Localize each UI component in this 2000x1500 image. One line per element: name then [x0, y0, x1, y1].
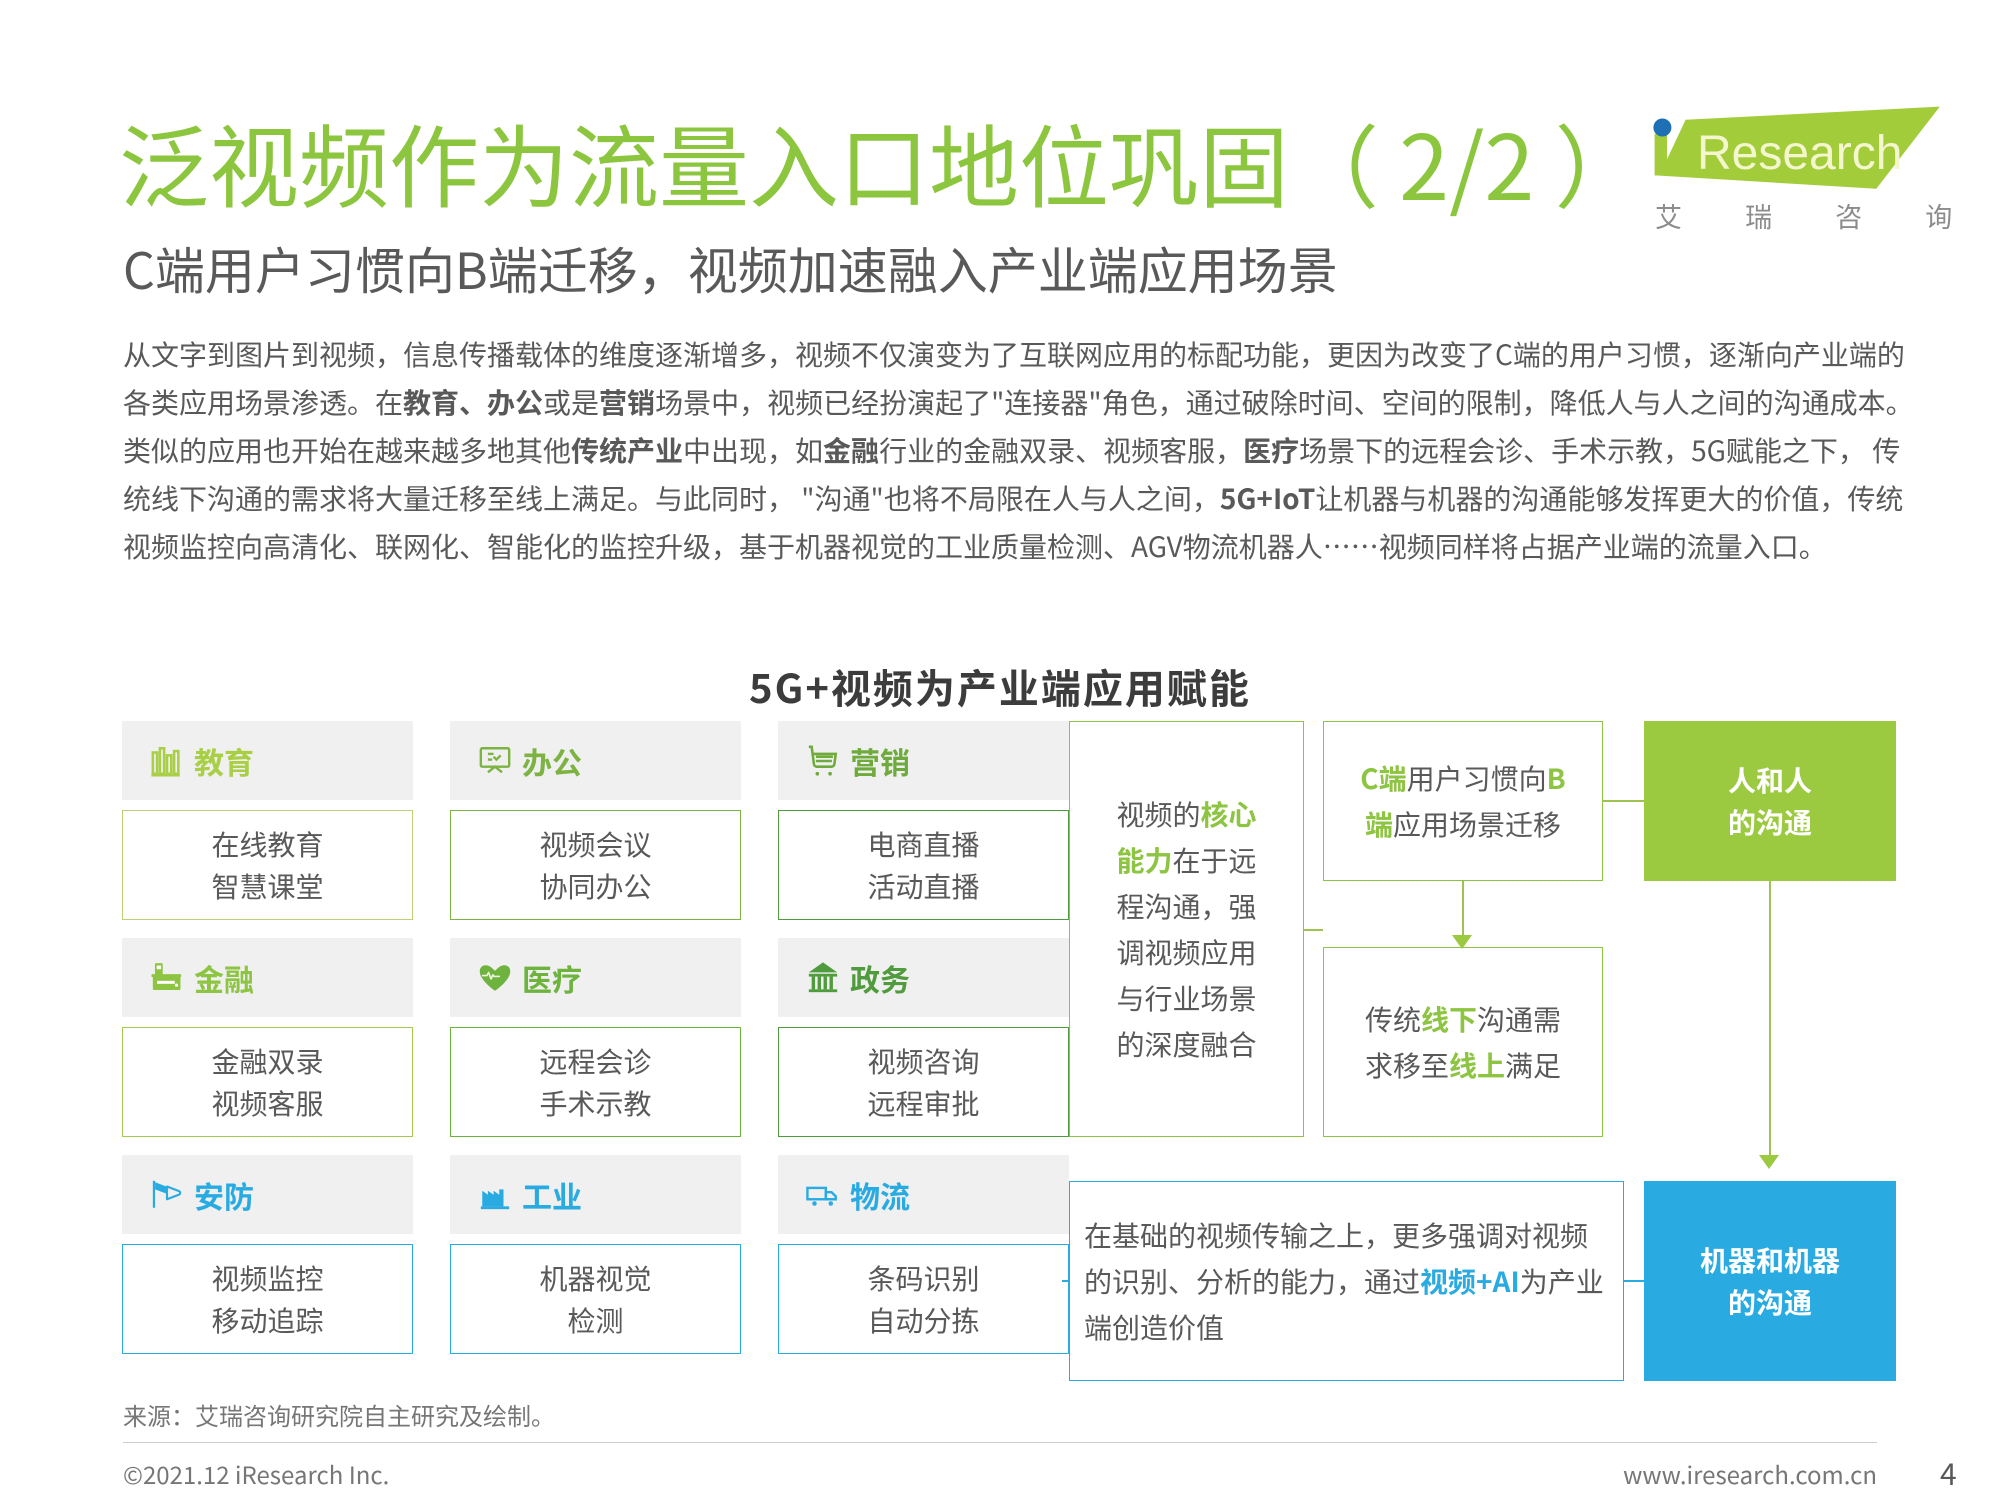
svg-text:Research: Research: [1697, 127, 1902, 180]
